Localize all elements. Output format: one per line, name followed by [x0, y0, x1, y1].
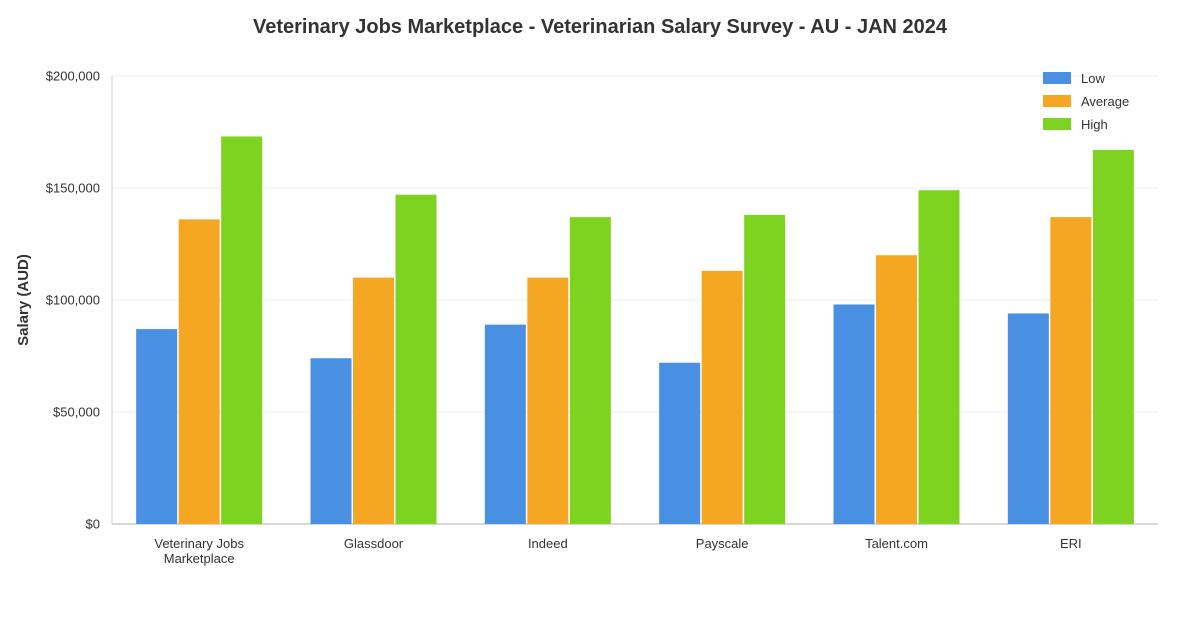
- bar-high-2: [395, 194, 437, 524]
- y-axis-label: Salary (AUD): [15, 254, 32, 346]
- bar-average-6: [1050, 217, 1092, 524]
- legend-swatch-low: [1043, 72, 1071, 84]
- y-tick-label: $100,000: [46, 293, 100, 308]
- x-tick-label: Indeed: [528, 536, 568, 551]
- bar-low-6: [1007, 313, 1049, 524]
- y-tick-label: $150,000: [46, 181, 100, 196]
- bar-high-4: [744, 214, 786, 524]
- y-tick-label: $0: [86, 517, 100, 532]
- bar-average-2: [353, 277, 394, 524]
- x-tick-label: Payscale: [696, 536, 749, 551]
- x-tick-label: Talent.com: [865, 536, 928, 551]
- bar-high-5: [918, 190, 960, 525]
- y-tick-label: $200,000: [46, 69, 100, 84]
- legend: Low Average High: [1043, 71, 1129, 132]
- bar-low-4: [659, 362, 701, 524]
- legend-label-high: High: [1081, 117, 1108, 132]
- x-tick-label: Veterinary Jobs: [154, 536, 244, 551]
- x-tick-label: Marketplace: [164, 551, 235, 566]
- bar-low-5: [833, 304, 875, 524]
- bar-high-1: [221, 136, 263, 525]
- legend-swatch-average: [1043, 95, 1071, 107]
- bar-low-2: [310, 358, 352, 524]
- bar-average-1: [178, 219, 220, 525]
- bar-low-3: [484, 324, 526, 524]
- y-tick-label: $50,000: [53, 405, 100, 420]
- bar-high-3: [569, 217, 611, 524]
- tick-labels: $0 $50,000 $100,000 $150,000 $200,000 Veterin…: [46, 69, 1082, 567]
- bar-high-6: [1092, 149, 1134, 525]
- x-tick-label: ERI: [1060, 536, 1082, 551]
- legend-label-average: Average: [1081, 94, 1129, 109]
- bar-average-4: [701, 270, 743, 524]
- legend-swatch-high: [1043, 118, 1071, 130]
- legend-label-low: Low: [1081, 71, 1105, 86]
- bar-average-5: [876, 255, 917, 524]
- gridlines: [112, 75, 1158, 413]
- chart-title: Veterinary Jobs Marketplace - Veterinari…: [253, 16, 948, 38]
- bar-low-1: [136, 329, 178, 524]
- bar-average-3: [527, 277, 569, 524]
- axes: [111, 76, 1158, 525]
- x-tick-label: Glassdoor: [344, 536, 404, 551]
- bars: [136, 136, 1134, 525]
